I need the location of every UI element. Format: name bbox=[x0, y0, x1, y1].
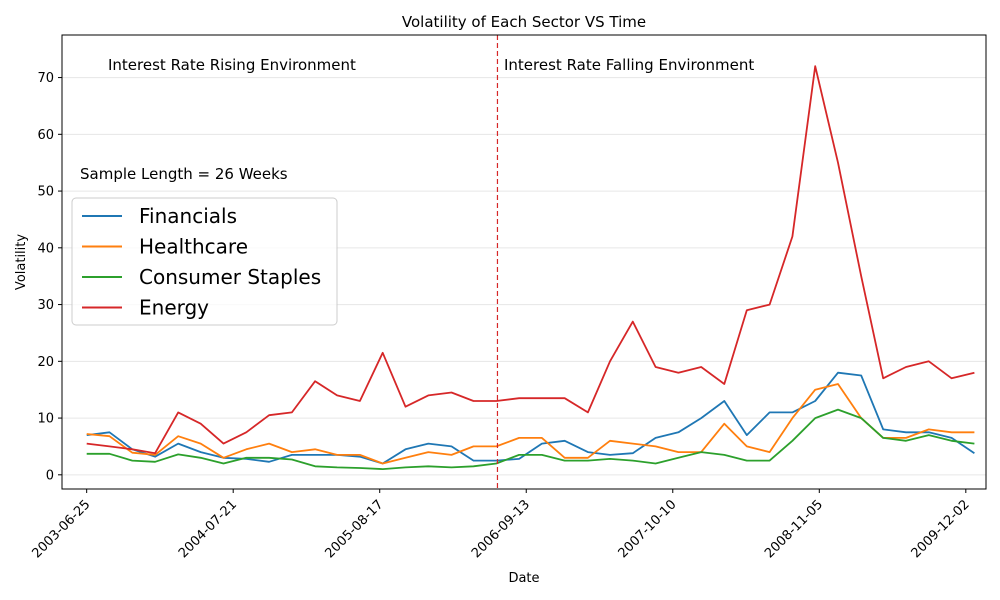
plot-frame bbox=[61, 34, 987, 490]
y-tick-label: 20 bbox=[37, 355, 54, 370]
series-line-consumer-staples bbox=[86, 408, 975, 471]
y-tick-label: 50 bbox=[37, 185, 54, 200]
y-tick-label: 0 bbox=[46, 468, 54, 483]
series-line-healthcare bbox=[86, 383, 975, 465]
legend: Financials Healthcare Consumer Staples Ener… bbox=[71, 197, 338, 326]
y-tick-label: 30 bbox=[37, 298, 54, 313]
y-axis: 0 10 20 30 40 50 60 70 bbox=[37, 71, 62, 483]
rising-environment-annotation: Interest Rate Rising Environment bbox=[108, 56, 356, 74]
y-axis-label: Volatility bbox=[14, 234, 29, 290]
x-axis-label: Date bbox=[508, 571, 539, 586]
y-tick-label: 70 bbox=[37, 71, 54, 86]
sample-length-annotation: Sample Length = 26 Weeks bbox=[80, 165, 288, 183]
legend-box bbox=[71, 197, 338, 326]
legend-label: Energy bbox=[139, 296, 209, 320]
y-tick-label: 10 bbox=[37, 412, 54, 427]
legend-label: Consumer Staples bbox=[139, 265, 321, 289]
series-line-energy bbox=[86, 65, 975, 455]
legend-label: Healthcare bbox=[139, 235, 248, 259]
series-layer bbox=[86, 65, 975, 471]
legend-label: Financials bbox=[139, 204, 237, 228]
chart-title: Volatility of Each Sector VS Time bbox=[402, 13, 646, 31]
falling-environment-annotation: Interest Rate Falling Environment bbox=[504, 56, 754, 74]
y-tick-label: 40 bbox=[37, 241, 54, 256]
y-tick-label: 60 bbox=[37, 128, 54, 143]
